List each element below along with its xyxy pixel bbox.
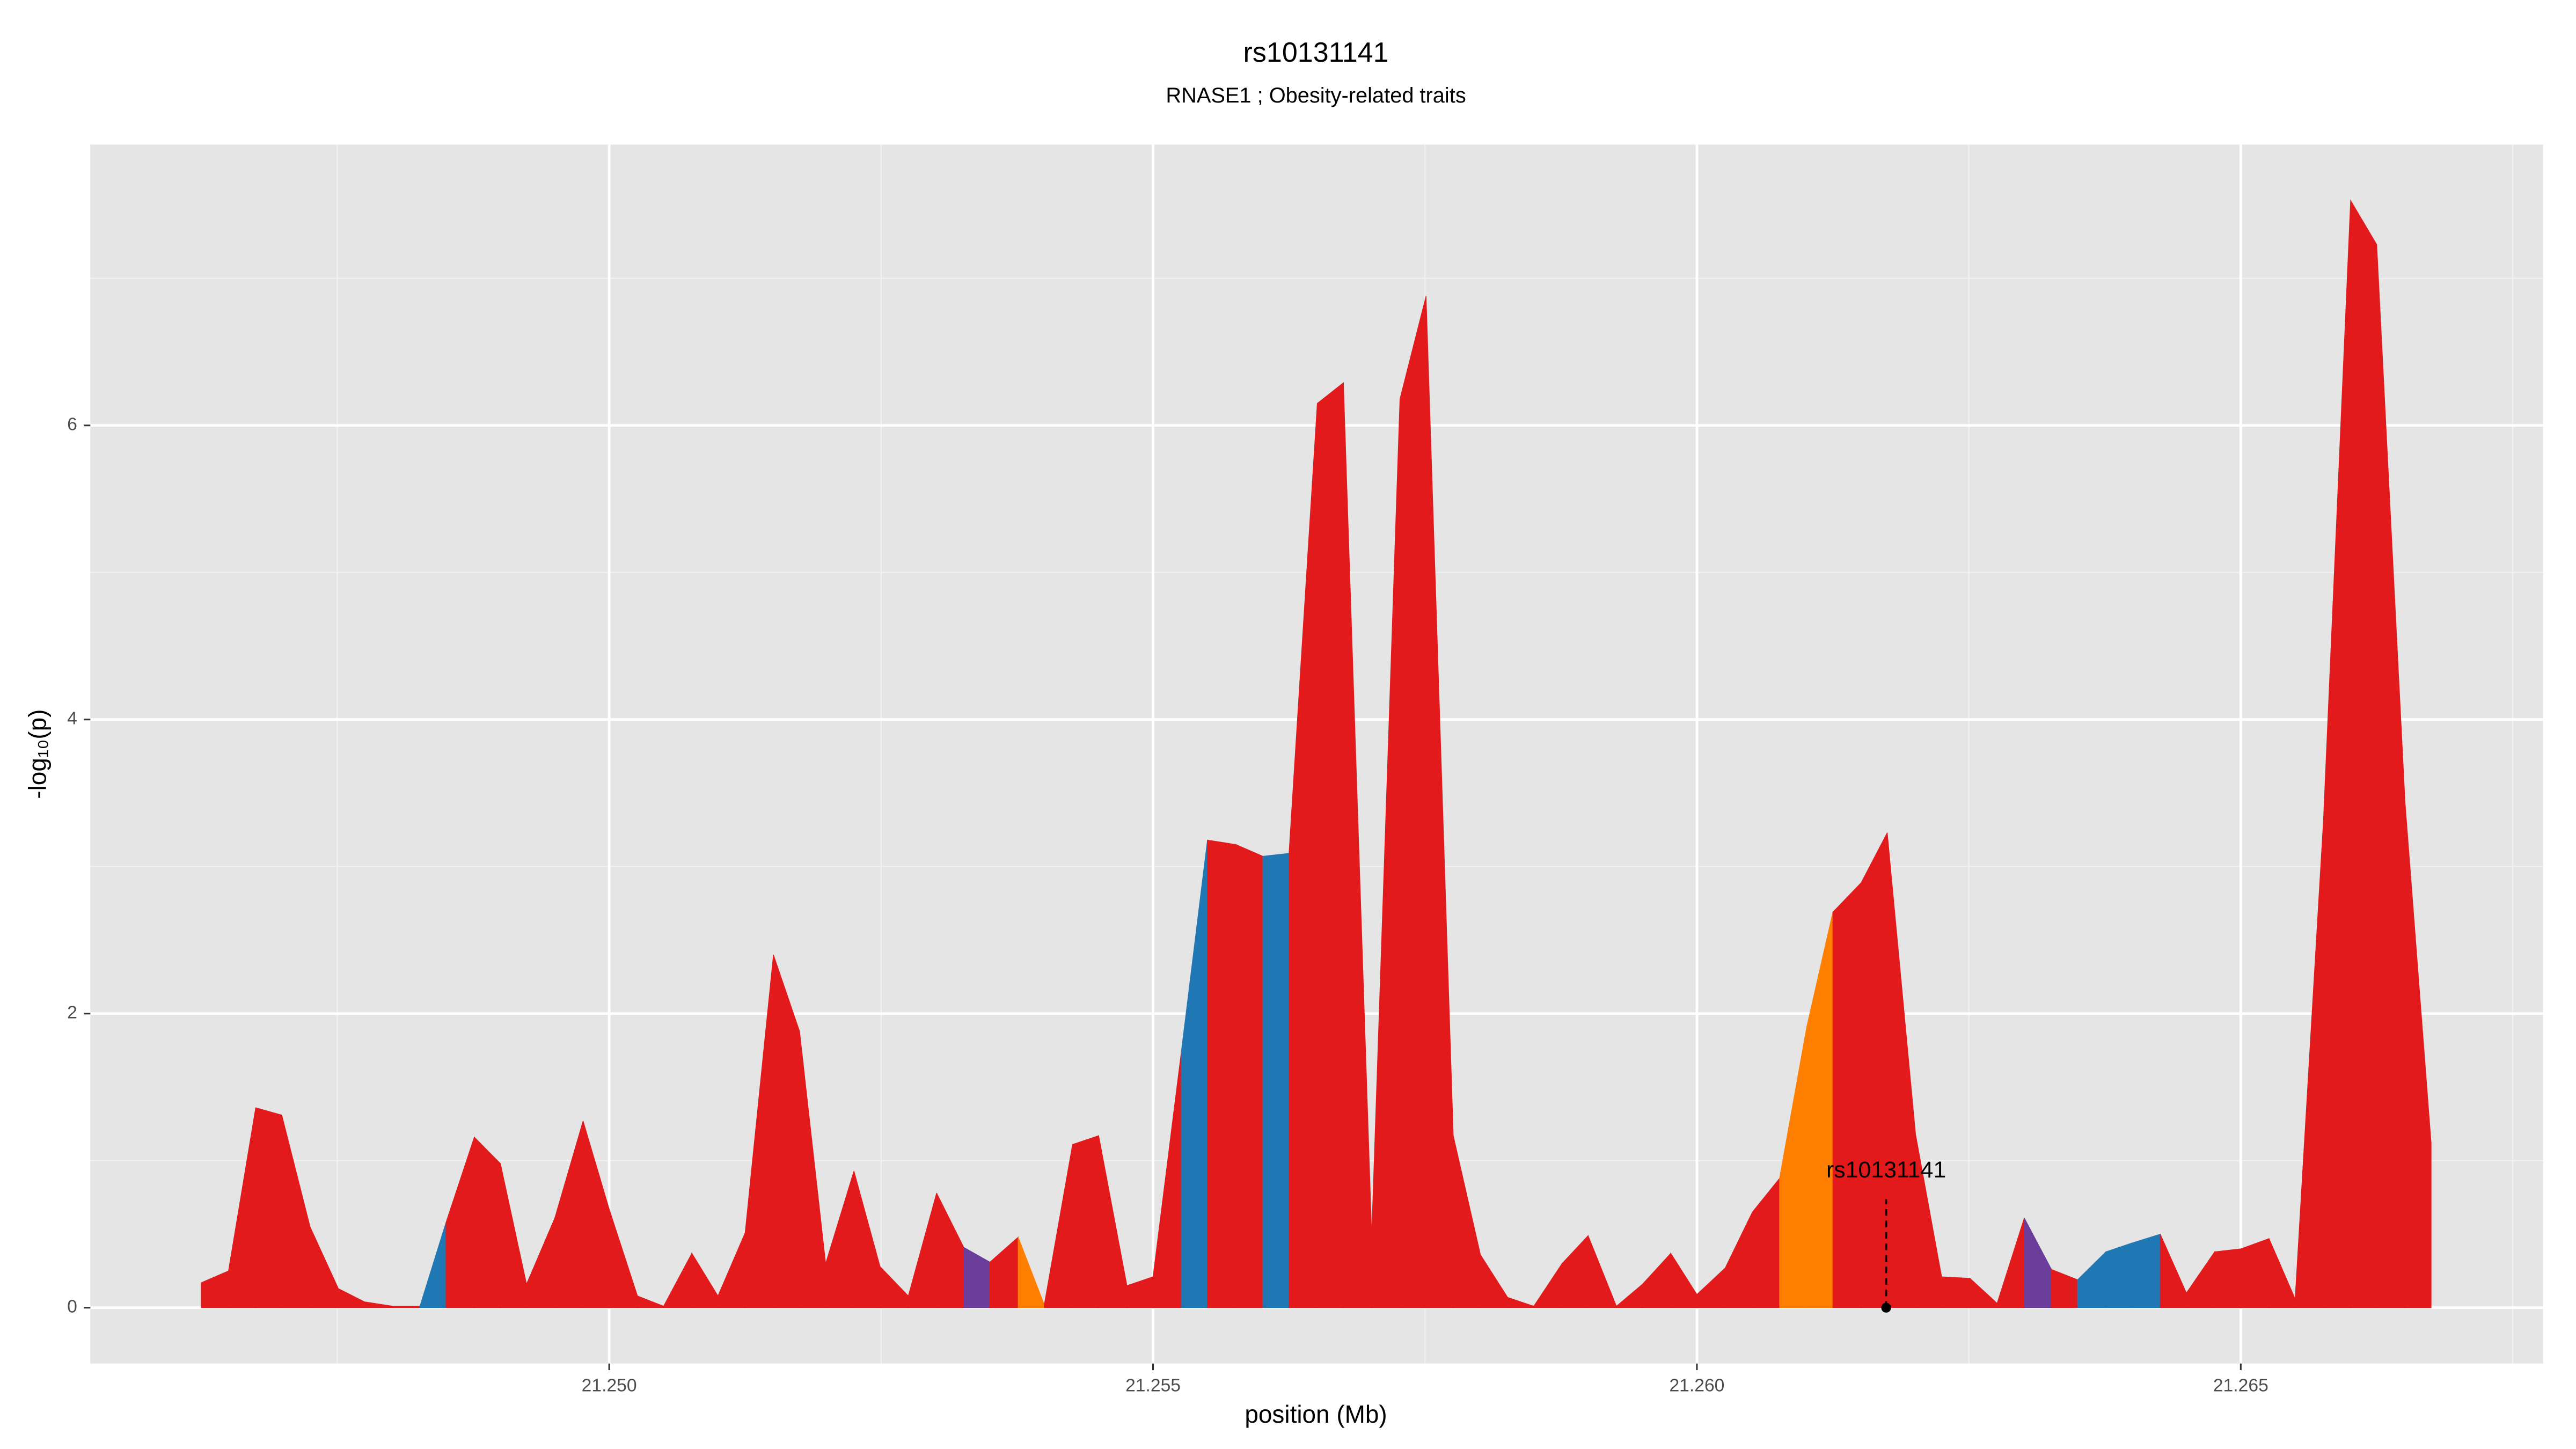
area-segment [1072, 1135, 1099, 1308]
chart-title: rs10131141 [1243, 37, 1389, 68]
y-tick-label: 2 [67, 1003, 77, 1023]
area-segment [474, 1136, 501, 1308]
area-segment [2404, 802, 2432, 1308]
area-segment [255, 1107, 282, 1308]
area-segment [1832, 882, 1862, 1308]
chart-subtitle: RNASE1 ; Obesity-related traits [1166, 84, 1466, 107]
area-segment [1262, 853, 1290, 1308]
x-axis-label: position (Mb) [1245, 1400, 1387, 1428]
area-segment [1235, 844, 1263, 1308]
area-segment [1941, 1276, 1971, 1308]
area-segment [2350, 199, 2377, 1308]
x-tick-label: 21.260 [1669, 1376, 1724, 1396]
x-tick-label: 21.250 [582, 1376, 637, 1396]
area-segment [2214, 1248, 2241, 1308]
annotation-label: rs10131141 [1826, 1157, 1946, 1183]
area-segment [1400, 296, 1426, 1308]
area-segment [2105, 1242, 2133, 1308]
x-tick-label: 21.265 [2213, 1376, 2268, 1396]
area-segment [2132, 1233, 2161, 1308]
x-tick-label: 21.255 [1125, 1376, 1181, 1396]
y-tick-label: 6 [67, 415, 77, 435]
y-tick-label: 0 [67, 1297, 77, 1317]
area-segment [1861, 832, 1888, 1308]
area-segment [392, 1306, 421, 1308]
annotation-point [1881, 1302, 1891, 1313]
area-segment [1207, 839, 1236, 1308]
area-segment [1316, 382, 1344, 1308]
y-axis-label: -log₁₀(p) [24, 709, 52, 799]
y-tick-label: 4 [67, 709, 77, 729]
area-segment [2240, 1238, 2270, 1308]
